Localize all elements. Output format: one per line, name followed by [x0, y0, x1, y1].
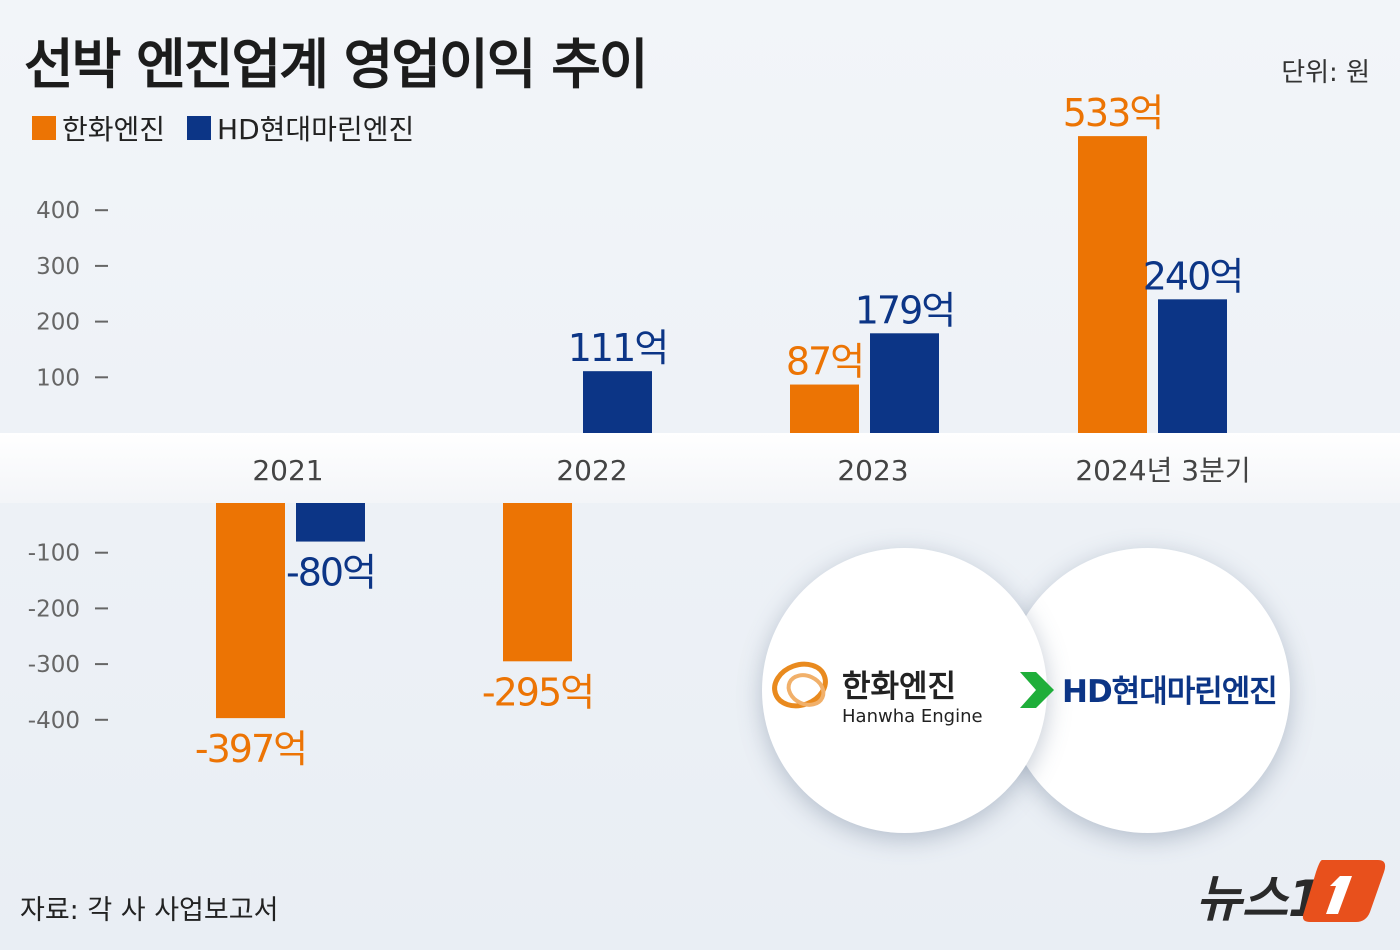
- legend-swatch: [32, 116, 56, 140]
- x-axis-band: [0, 433, 1400, 503]
- data-label: 533억: [1063, 91, 1163, 135]
- hd-chevron-icon: [1020, 672, 1054, 708]
- data-label: 240억: [1143, 254, 1243, 298]
- hd-logo-text: HD현대마린엔진: [1062, 674, 1277, 710]
- data-label: 87억: [786, 340, 863, 384]
- y-tick-label: -100: [28, 541, 80, 567]
- legend-label: 한화엔진: [62, 113, 166, 146]
- unit-label: 단위: 원: [1281, 58, 1370, 88]
- data-label: -80억: [286, 551, 375, 595]
- bar-hanwha-2021: [216, 503, 285, 719]
- bar-hanwha-2022: [503, 503, 572, 662]
- legend-swatch: [187, 116, 212, 140]
- bar-hanwha-2023: [790, 384, 859, 433]
- news1-logo: 뉴스1: [1196, 870, 1323, 928]
- hanwha-logo-subtext: Hanwha Engine: [842, 706, 983, 727]
- x-tick-label: 2023: [837, 454, 908, 487]
- source-note: 자료: 각 사 사업보고서: [20, 895, 279, 926]
- bar-hanwha-2024년 3분기: [1078, 136, 1147, 433]
- y-tick-label: -400: [28, 708, 80, 734]
- legend-label: HD현대마린엔진: [217, 113, 415, 146]
- legend-item-hanwha: 한화엔진: [32, 108, 165, 148]
- bar-hd-2023: [870, 333, 939, 433]
- news1-logo-text: 뉴스1: [1196, 870, 1323, 928]
- x-tick-label: 2024년 3분기: [1075, 454, 1250, 487]
- bar-hd-2021: [296, 503, 365, 542]
- bar-hd-2024년 3분기: [1158, 299, 1227, 433]
- y-tick-label: -200: [28, 596, 80, 622]
- y-tick-label: 300: [36, 254, 80, 280]
- hanwha-logo-text: 한화엔진: [842, 669, 956, 705]
- data-label: -295억: [482, 670, 593, 714]
- hd-logo: HD현대마린엔진: [1020, 672, 1278, 710]
- y-tick-label: 100: [36, 365, 80, 391]
- hanwha-logo: 한화엔진 Hanwha Engine: [772, 661, 983, 727]
- hanwha-logo-circle: [762, 548, 1047, 833]
- data-label: 179억: [855, 288, 955, 332]
- y-tick-label: 400: [36, 198, 80, 224]
- legend: 한화엔진 HD현대마린엔진: [32, 108, 414, 148]
- data-label: -397억: [195, 727, 306, 771]
- legend-item-hd: HD현대마린엔진: [187, 108, 414, 148]
- bar-hd-2022: [583, 371, 652, 433]
- chart-title: 선박 엔진업계 영업이익 추이: [24, 33, 649, 96]
- y-tick-label: 200: [36, 310, 80, 336]
- y-tick-label: -300: [28, 652, 80, 678]
- news1-badge-icon: [1302, 860, 1386, 922]
- x-tick-label: 2021: [252, 454, 323, 487]
- x-tick-label: 2022: [556, 454, 627, 487]
- data-label: 111억: [568, 326, 668, 370]
